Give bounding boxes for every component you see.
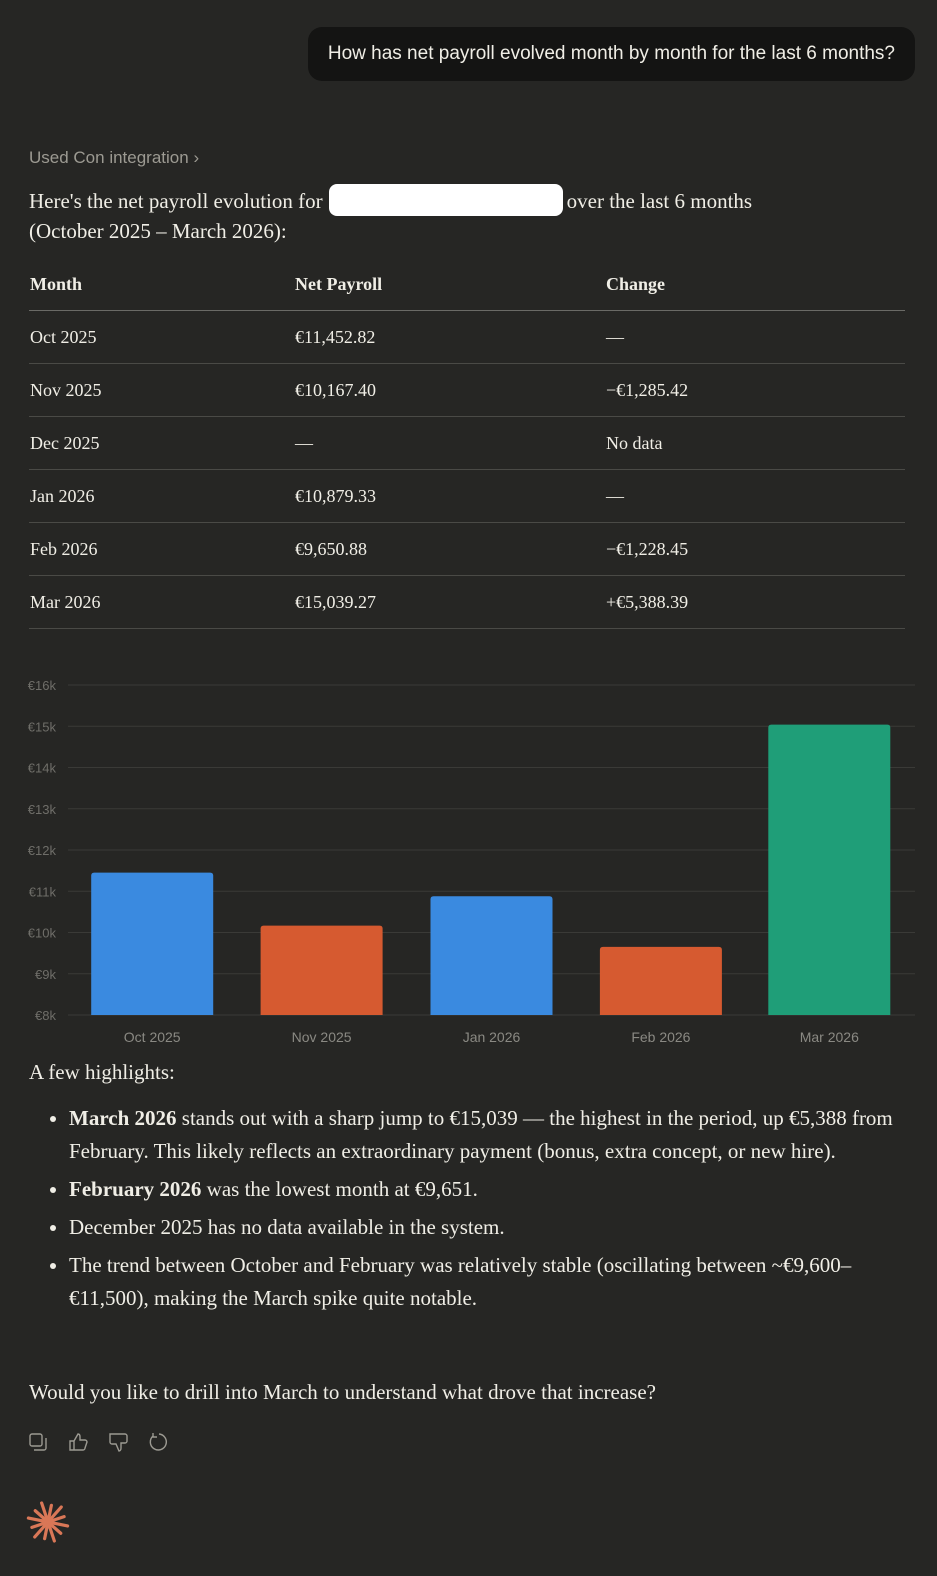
highlight-text: December 2025 has no data available in t…	[69, 1215, 505, 1239]
highlights-title: A few highlights:	[29, 1060, 175, 1084]
y-tick-label: €10k	[28, 926, 57, 941]
x-tick-label: Feb 2026	[631, 1029, 690, 1045]
table-row: Dec 2025— No data	[29, 416, 905, 470]
y-tick-label: €11k	[29, 884, 57, 899]
change-cell: −€1,228.45	[605, 522, 905, 576]
bar[interactable]	[430, 896, 553, 1015]
y-tick-label: €14k	[28, 761, 57, 776]
table-row: Nov 2025 €10,167.40 −€1,285.42	[29, 363, 905, 417]
chevron-right-icon: ›	[193, 148, 200, 167]
highlight-text: stands out with a sharp jump to €15,039 …	[69, 1106, 893, 1163]
table-row: Oct 2025 €11,452.82—	[29, 310, 905, 364]
change-cell: −€1,285.42	[605, 363, 905, 417]
net-payroll-cell: €10,879.33	[294, 469, 605, 523]
tool-used-toggle[interactable]: Used Con integration ›	[29, 148, 199, 168]
change-cell: No data	[605, 416, 905, 470]
net-payroll-cell: €10,167.40	[294, 363, 605, 417]
month-cell: Oct 2025	[29, 310, 294, 364]
message-actions	[28, 1432, 168, 1452]
payroll-bar-chart: €8k €9k €10k €11k €12k €13k €14k €15k €16k Oct 20…	[28, 678, 915, 1045]
y-tick-label: €16k	[28, 678, 57, 693]
y-tick-label: €15k	[28, 719, 57, 734]
table-row: Mar 2026 €15,039.27 +€5,388.39	[29, 575, 905, 629]
net-payroll-cell: —	[294, 416, 605, 470]
table-row: Feb 2026 €9,650.88 −€1,228.45	[29, 522, 905, 576]
highlight-bold: March 2026	[69, 1106, 177, 1130]
x-tick-label: Oct 2025	[124, 1029, 181, 1045]
highlights-list: March 2026 stands out with a sharp jump …	[29, 1102, 899, 1320]
month-cell: Nov 2025	[29, 363, 294, 417]
month-cell: Feb 2026	[29, 522, 294, 576]
intro-after: over the last 6 months (October 2025 – M…	[29, 189, 753, 243]
intro-before: Here's the net payroll evolution for	[29, 189, 323, 213]
copy-icon[interactable]	[28, 1432, 48, 1452]
bar[interactable]	[768, 724, 891, 1015]
intro-text: Here's the net payroll evolution for over…	[29, 184, 829, 246]
x-tick-label: Nov 2025	[292, 1029, 352, 1045]
closing-question: Would you like to drill into March to un…	[29, 1380, 656, 1404]
y-tick-label: €12k	[28, 843, 57, 858]
highlight-item: The trend between October and February w…	[69, 1249, 899, 1315]
bar[interactable]	[599, 946, 722, 1015]
highlight-item: December 2025 has no data available in t…	[69, 1211, 899, 1244]
highlight-item: March 2026 stands out with a sharp jump …	[69, 1102, 899, 1168]
payroll-table: Month Net Payroll Change Oct 2025 €11,452…	[29, 258, 905, 629]
net-payroll-cell: €9,650.88	[294, 522, 605, 576]
user-message: How has net payroll evolved month by mon…	[307, 27, 915, 81]
month-cell: Mar 2026	[29, 575, 294, 629]
change-cell: —	[605, 310, 905, 364]
y-tick-label: €9k	[35, 967, 56, 982]
y-tick-label: €13k	[28, 802, 57, 817]
header-month: Month	[29, 258, 294, 311]
highlight-bold: February 2026	[69, 1177, 202, 1201]
tool-used-label: Used Con integration	[29, 148, 189, 167]
bar[interactable]	[91, 872, 214, 1015]
redacted-company	[328, 184, 563, 216]
table-row: Jan 2026 €10,879.33—	[29, 469, 905, 523]
x-tick-label: Mar 2026	[800, 1029, 859, 1045]
header-change: Change	[605, 258, 905, 311]
change-cell: +€5,388.39	[605, 575, 905, 629]
claude-logo-icon	[26, 1500, 70, 1548]
highlight-text: The trend between October and February w…	[69, 1253, 852, 1310]
retry-icon[interactable]	[148, 1432, 168, 1452]
month-cell: Dec 2025	[29, 416, 294, 470]
x-tick-label: Jan 2026	[463, 1029, 521, 1045]
net-payroll-cell: €11,452.82	[294, 310, 605, 364]
month-cell: Jan 2026	[29, 469, 294, 523]
net-payroll-cell: €15,039.27	[294, 575, 605, 629]
header-net-payroll: Net Payroll	[294, 258, 605, 311]
highlight-item: February 2026 was the lowest month at €9…	[69, 1173, 899, 1206]
change-cell: —	[605, 469, 905, 523]
bar[interactable]	[260, 925, 383, 1015]
highlight-text: was the lowest month at €9,651.	[201, 1177, 478, 1201]
thumbs-down-icon[interactable]	[108, 1432, 128, 1452]
thumbs-up-icon[interactable]	[68, 1432, 88, 1452]
y-tick-label: €8k	[35, 1008, 56, 1023]
